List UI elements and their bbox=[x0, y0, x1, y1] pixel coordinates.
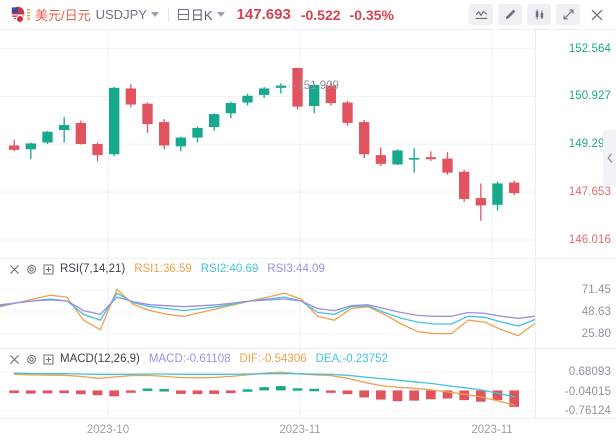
symbol-code[interactable]: USDJPY bbox=[95, 7, 147, 22]
rsi1-value: RSI1:36.59 bbox=[134, 263, 192, 275]
draw-pencil-icon[interactable] bbox=[498, 4, 522, 25]
macd-axis-label: -0.04015 bbox=[564, 385, 611, 398]
close-icon[interactable] bbox=[9, 354, 20, 365]
close-icon[interactable] bbox=[9, 264, 20, 275]
macd-axis-label: -0.76124 bbox=[564, 404, 611, 417]
us-jp-flag-icon bbox=[9, 6, 31, 24]
x-axis-label: 2023-11 bbox=[471, 424, 513, 436]
period-selector[interactable]: 日K bbox=[177, 5, 213, 24]
price-axis-label: 147.653 bbox=[568, 186, 611, 199]
close-icon[interactable] bbox=[585, 4, 609, 25]
header-toolbar bbox=[464, 4, 616, 25]
rsi2-value: RSI2:40.69 bbox=[200, 263, 259, 275]
last-price: 147.693 bbox=[236, 6, 291, 23]
macd-header: MACD(12,26,9) MACD:-0.61108 DIF:-0.54306… bbox=[0, 349, 397, 369]
rsi-panel[interactable]: RSI(7,14,21) RSI1:36.59 RSI2:40.69 RSI3:… bbox=[0, 258, 616, 348]
rsi-axis-label: 48.63 bbox=[581, 305, 611, 318]
rsi-axis-label: 71.45 bbox=[581, 283, 611, 296]
indicator-icon[interactable] bbox=[469, 4, 493, 25]
price-chart-panel[interactable]: 152.564 150.927 149.290 147.653 146.016 ····… bbox=[0, 30, 616, 271]
price-y-axis: 152.564 150.927 149.290 147.653 146.016 bbox=[535, 30, 616, 258]
chevron-down-icon[interactable] bbox=[150, 12, 159, 17]
fullscreen-expand-icon[interactable] bbox=[556, 4, 580, 25]
period-chevron-down-icon[interactable] bbox=[216, 12, 225, 17]
chart-header: 美元/日元 USDJPY 日K 147.693 -0.522 -0.35% bbox=[0, 0, 616, 30]
macd-panel[interactable]: MACD(12,26,9) MACD:-0.61108 DIF:-0.54306… bbox=[0, 348, 616, 418]
high-price-annotation: ····151.909 bbox=[278, 80, 339, 92]
macd-axis-label: 0.68093 bbox=[568, 366, 611, 379]
gear-icon[interactable] bbox=[26, 264, 37, 275]
gear-icon[interactable] bbox=[26, 354, 37, 365]
rsi-plot[interactable] bbox=[0, 259, 535, 348]
rsi-header: RSI(7,14,21) RSI1:36.59 RSI2:40.69 RSI3:… bbox=[0, 259, 334, 279]
price-axis-label: 149.290 bbox=[568, 138, 611, 151]
rsi3-value: RSI3:44.09 bbox=[267, 263, 325, 275]
macd-plot[interactable] bbox=[0, 349, 535, 418]
high-annot-value: 151.909 bbox=[297, 80, 339, 92]
header-divider bbox=[167, 7, 169, 22]
rsi-axis-label: 25.80 bbox=[581, 327, 611, 340]
kline-icon bbox=[177, 9, 189, 20]
chevron-left-icon[interactable] bbox=[603, 130, 616, 185]
high-annot-dots: ···· bbox=[278, 80, 298, 92]
candlestick-compare-icon[interactable] bbox=[527, 4, 551, 25]
dif-value: DIF:-0.54306 bbox=[239, 353, 307, 365]
price-axis-label: 152.564 bbox=[568, 42, 611, 55]
macd-title: MACD(12,26,9) bbox=[60, 353, 140, 365]
x-axis-label: 2023-10 bbox=[86, 424, 130, 436]
dea-value: DEA:-0.23752 bbox=[315, 353, 388, 365]
period-label: 日K bbox=[190, 8, 213, 23]
macd-value: MACD:-0.61108 bbox=[148, 353, 231, 365]
rsi-title: RSI(7,14,21) bbox=[60, 263, 126, 275]
price-change: -0.522 bbox=[300, 6, 341, 23]
expand-plus-icon[interactable] bbox=[43, 354, 54, 365]
price-axis-label: 146.016 bbox=[568, 233, 611, 246]
symbol-name-cn[interactable]: 美元/日元 bbox=[35, 8, 91, 23]
expand-plus-icon[interactable] bbox=[43, 264, 54, 275]
candlestick-plot[interactable] bbox=[0, 30, 535, 258]
x-axis-label: 2023-11 bbox=[279, 424, 321, 436]
x-axis: 2023-10 2023-11 2023-11 bbox=[0, 418, 616, 442]
macd-y-axis: 0.68093 -0.04015 -0.76124 bbox=[535, 349, 616, 418]
rsi-y-axis: 71.45 48.63 25.80 bbox=[535, 259, 616, 348]
price-change-percent: -0.35% bbox=[349, 6, 394, 23]
price-axis-label: 150.927 bbox=[568, 90, 611, 103]
